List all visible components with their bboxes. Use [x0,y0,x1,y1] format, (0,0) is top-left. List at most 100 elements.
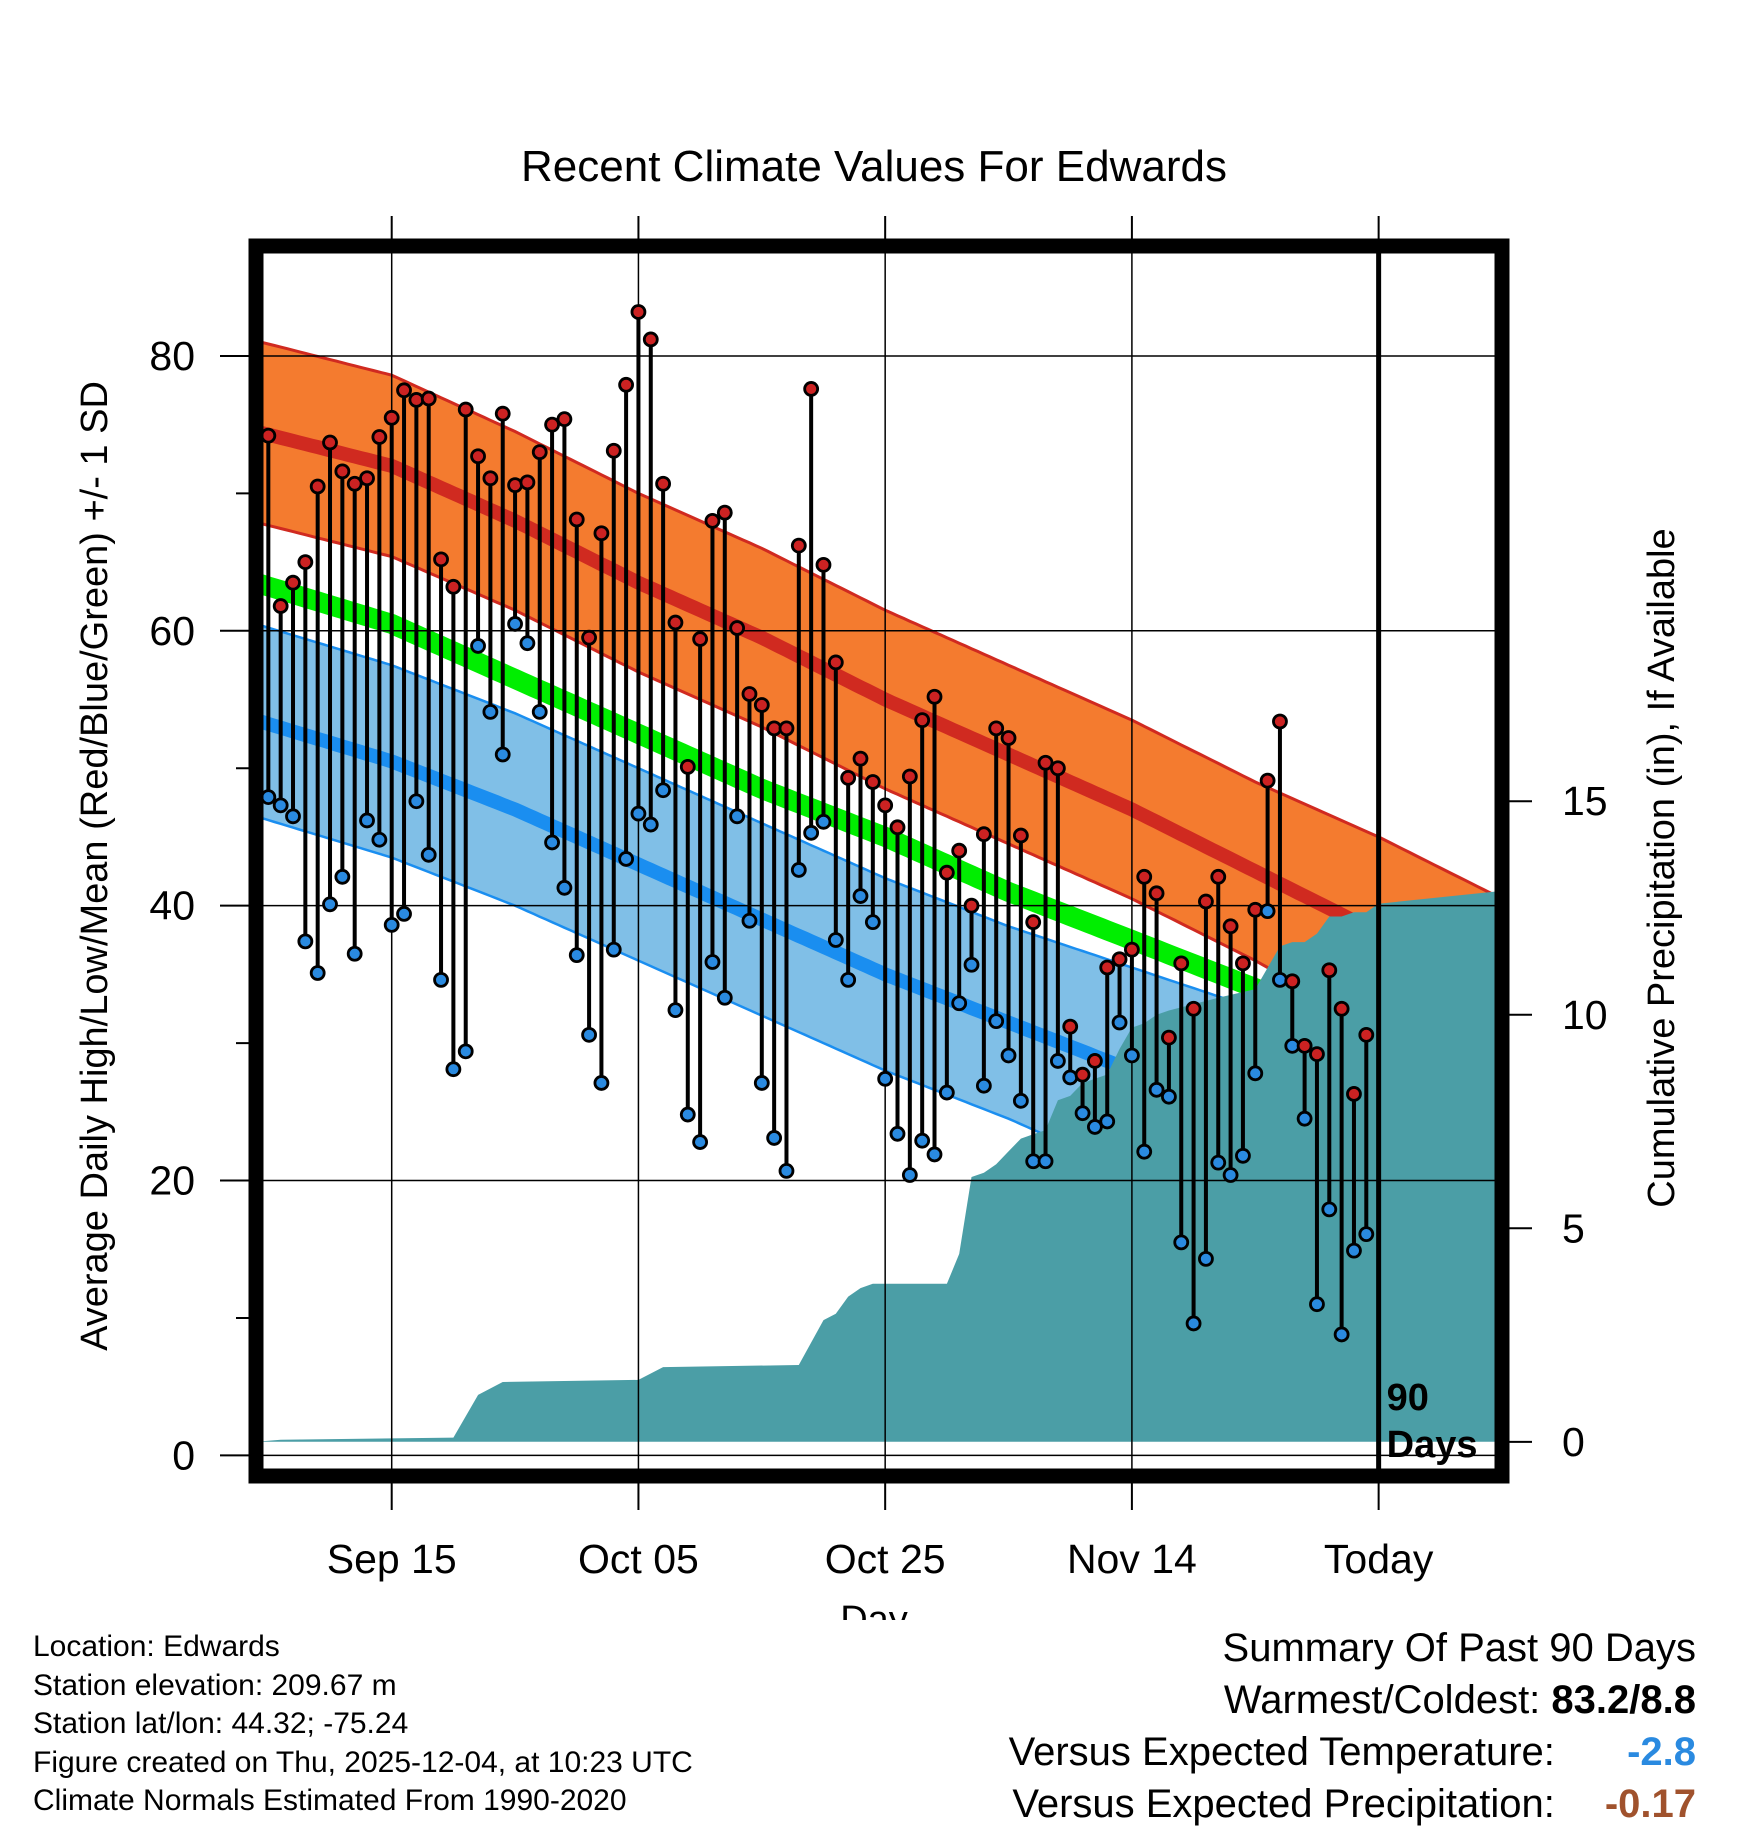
daily-high-point [371,429,388,445]
y2-tick-label: 5 [1562,1205,1585,1251]
daily-high-point [272,598,289,614]
daily-low-point [322,896,338,913]
daily-low-point [433,971,449,988]
daily-low-point [679,1106,696,1123]
daily-low-point [827,932,844,948]
daily-low-point [1222,1167,1239,1183]
daily-low-point [470,638,486,654]
daily-low-point [346,945,363,962]
daily-high-point [285,574,301,591]
daily-high-point [1309,1046,1325,1062]
daily-low-point [1086,1119,1103,1135]
daily-high-point [383,409,400,426]
daily-low-point [753,1075,770,1091]
daily-high-point [1173,955,1190,972]
daily-low-point [1333,1326,1350,1343]
daily-high-point [260,427,277,444]
daily-high-point [901,768,918,785]
daily-high-point [667,614,684,631]
daily-high-point [642,331,659,348]
daily-high-point [1358,1026,1375,1043]
daily-low-point [445,1061,462,1078]
daily-low-point [963,956,980,973]
daily-low-point [556,879,573,896]
daily-high-point [753,697,770,713]
daily-high-point [1037,754,1054,771]
daily-low-point [1062,1069,1079,1086]
daily-high-point [1099,959,1116,976]
daily-low-point [334,868,351,885]
daily-low-point [1259,903,1276,920]
daily-low-point [938,1084,955,1101]
daily-low-point [593,1075,610,1091]
daily-high-point [593,525,610,542]
daily-high-point [988,720,1005,737]
daily-high-point [322,434,338,451]
daily-high-point [679,758,696,775]
daily-low-point [988,1013,1005,1030]
daily-high-point [815,556,832,573]
daily-low-point [1296,1110,1313,1127]
daily-high-point [716,504,733,521]
daily-high-point [1000,730,1017,746]
daily-low-point [1000,1047,1017,1064]
daily-low-point [766,1130,783,1146]
daily-low-point [840,971,857,988]
normal-high-line [256,424,1502,1002]
daily-low-point [889,1125,906,1142]
daily-high-point [1161,1029,1177,1046]
daily-low-point [1247,1065,1264,1082]
daily-low-point [1099,1113,1116,1130]
daily-high-point [852,750,869,767]
daily-low-point [914,1132,931,1149]
daily-high-point [1086,1053,1103,1069]
x-tick-label: Oct 25 [825,1536,946,1582]
precip-row: Versus Expected Precipitation: -0.17 [1009,1778,1696,1830]
daily-low-point [975,1077,992,1094]
x-tick-label: Sep 15 [327,1536,457,1582]
warm-cold-label: Warmest/Coldest: [1223,1678,1541,1722]
daily-high-point [1074,1066,1091,1083]
daily-low-point [359,812,375,829]
daily-high-point [630,304,647,320]
daily-low-point [1074,1105,1091,1122]
y-tick-label: 20 [149,1158,195,1204]
y-tick-label: 80 [149,333,195,379]
summary-heading: Summary Of Past 90 Days [1222,1626,1696,1670]
daily-low-point [494,746,511,763]
latlon-text: Station lat/lon: 44.32; -75.24 [33,1707,409,1740]
daily-high-point [346,475,363,492]
daily-low-point [285,808,301,825]
daily-low-point [1173,1234,1190,1251]
daily-high-point [1062,1018,1079,1035]
y2-tick-label: 10 [1562,992,1608,1038]
created-text: Figure created on Thu, 2025-12-04, at 10… [33,1745,693,1779]
daily-low-point [1012,1092,1029,1109]
daily-low-point [901,1167,918,1183]
daily-low-point [605,941,622,958]
daily-low-point [1235,1147,1251,1164]
daily-low-point [1037,1153,1054,1170]
daily-low-point [1148,1081,1165,1098]
daily-high-point [803,381,820,397]
daily-high-point [1235,955,1251,972]
daily-high-point [1222,918,1239,935]
daily-low-point [815,813,832,830]
precip-value: -0.17 [1604,1782,1696,1826]
daily-high-point [778,720,795,737]
daily-high-point [1136,868,1153,885]
plot-frame [248,238,1510,1484]
daily-low-point [507,616,523,632]
daily-high-point [1148,885,1165,902]
daily-high-point [420,390,437,407]
daily-low-point [1346,1242,1362,1259]
daily-high-point [568,511,585,528]
daily-high-point [1259,772,1276,789]
daily-high-point [605,442,622,459]
daily-high-point [581,629,597,646]
chart-title: Recent Climate Values For Edwards [521,142,1227,191]
daily-high-point [889,819,906,836]
daily-high-point [951,842,968,859]
daily-low-point [704,954,721,970]
daily-low-point [741,912,758,929]
